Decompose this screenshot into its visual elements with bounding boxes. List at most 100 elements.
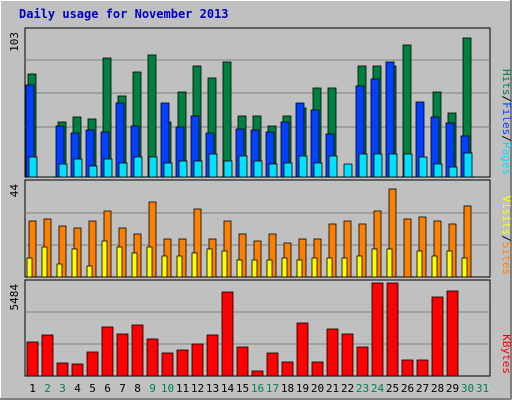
bar-visits-day-3 (56, 263, 63, 278)
bar-pages-day-18 (283, 162, 293, 178)
bar-visits-day-13 (206, 248, 213, 278)
chart-panel-top (24, 27, 491, 178)
bar-visits-day-12 (191, 252, 198, 278)
day-label-20: 20 (311, 382, 324, 395)
day-label-28: 28 (431, 382, 444, 395)
legend-kbytes: KBytes (500, 334, 512, 374)
bar-visits-day-30 (461, 257, 468, 278)
bar-visits-day-10 (161, 255, 168, 278)
bar-sites-day-9 (148, 201, 157, 278)
bar-kbytes-day-28 (431, 296, 444, 377)
day-label-3: 3 (59, 382, 66, 395)
bar-pages-day-20 (313, 162, 323, 178)
day-label-25: 25 (386, 382, 399, 395)
day-label-16: 16 (251, 382, 264, 395)
bar-pages-day-7 (118, 162, 128, 178)
legend-separator: / (500, 235, 512, 242)
bar-sites-day-28 (433, 220, 442, 278)
bar-pages-day-5 (88, 165, 98, 178)
bar-sites-day-19 (298, 238, 307, 278)
day-label-7: 7 (119, 382, 126, 395)
bar-visits-day-25 (386, 248, 393, 278)
bar-kbytes-day-12 (191, 343, 204, 377)
bar-visits-day-14 (221, 250, 228, 278)
bar-kbytes-day-29 (446, 290, 459, 377)
bar-visits-day-2 (41, 246, 48, 278)
bar-kbytes-day-10 (161, 352, 174, 377)
bar-kbytes-day-14 (221, 291, 234, 377)
day-label-27: 27 (416, 382, 429, 395)
day-label-23: 23 (356, 382, 369, 395)
bar-hits-day-14 (222, 61, 232, 178)
day-label-1: 1 (29, 382, 36, 395)
day-label-30: 30 (461, 382, 474, 395)
day-label-31: 31 (476, 382, 489, 395)
bar-pages-day-28 (433, 163, 443, 178)
day-label-2: 2 (44, 382, 51, 395)
day-label-19: 19 (296, 382, 309, 395)
legend-separator: / (500, 135, 512, 142)
day-label-22: 22 (341, 382, 354, 395)
bar-visits-day-20 (311, 257, 318, 278)
bar-sites-day-5 (88, 220, 97, 278)
bar-pages-day-19 (298, 155, 308, 178)
bar-pages-day-25 (388, 153, 398, 178)
bar-visits-day-4 (71, 248, 78, 278)
bar-pages-day-10 (163, 162, 173, 178)
bar-pages-day-21 (328, 155, 338, 178)
bar-pages-day-9 (148, 156, 158, 178)
day-label-24: 24 (371, 382, 385, 395)
bar-sites-day-15 (238, 233, 247, 278)
bar-pages-day-4 (73, 158, 83, 178)
bar-visits-day-1 (26, 257, 33, 278)
legend-hits: Hits (500, 69, 512, 96)
bar-sites-day-24 (373, 210, 382, 278)
bar-visits-day-7 (116, 246, 123, 278)
day-label-18: 18 (281, 382, 294, 395)
bar-kbytes-day-11 (176, 349, 189, 377)
bar-sites-day-30 (463, 205, 472, 278)
bar-kbytes-day-27 (416, 359, 429, 377)
bar-visits-day-19 (296, 259, 303, 278)
bar-visits-day-8 (131, 252, 138, 278)
bar-sites-day-23 (358, 223, 367, 278)
bar-pages-day-13 (208, 153, 218, 178)
bar-pages-day-8 (133, 156, 143, 178)
bar-kbytes-day-17 (266, 352, 279, 377)
bar-sites-day-26 (403, 218, 412, 278)
day-label-11: 11 (176, 382, 189, 395)
bar-visits-day-5 (86, 265, 93, 278)
bar-pages-day-22 (343, 163, 353, 178)
day-label-10: 10 (161, 382, 174, 395)
chart-panel-bottom (24, 279, 491, 377)
bar-kbytes-day-26 (401, 359, 414, 377)
bar-visits-day-17 (266, 259, 273, 278)
y-max-label-top: 103 (8, 32, 21, 52)
bar-pages-day-15 (238, 155, 248, 178)
day-label-12: 12 (191, 382, 204, 395)
bar-visits-day-18 (281, 257, 288, 278)
day-label-5: 5 (89, 382, 96, 395)
bar-sites-day-21 (328, 223, 337, 278)
day-label-29: 29 (446, 382, 459, 395)
bar-sites-day-27 (418, 216, 427, 278)
bar-visits-day-15 (236, 259, 243, 278)
bar-kbytes-day-23 (356, 346, 369, 377)
bar-kbytes-day-9 (146, 338, 159, 377)
bar-kbytes-day-2 (41, 334, 54, 377)
y-max-label-bottom: 5484 (8, 284, 21, 311)
day-label-8: 8 (134, 382, 141, 395)
bar-sites-day-17 (268, 233, 277, 278)
bar-visits-day-6 (101, 240, 108, 278)
bar-kbytes-day-5 (86, 351, 99, 377)
bar-pages-day-26 (403, 153, 413, 178)
bar-kbytes-day-3 (56, 362, 69, 377)
bar-pages-day-16 (253, 160, 263, 178)
bar-sites-day-3 (58, 225, 67, 278)
legend-visits: Visits (500, 196, 512, 236)
bar-kbytes-day-8 (131, 324, 144, 377)
bar-visits-day-24 (371, 248, 378, 278)
day-label-14: 14 (221, 382, 235, 395)
legend-sites: Sites (500, 242, 512, 275)
